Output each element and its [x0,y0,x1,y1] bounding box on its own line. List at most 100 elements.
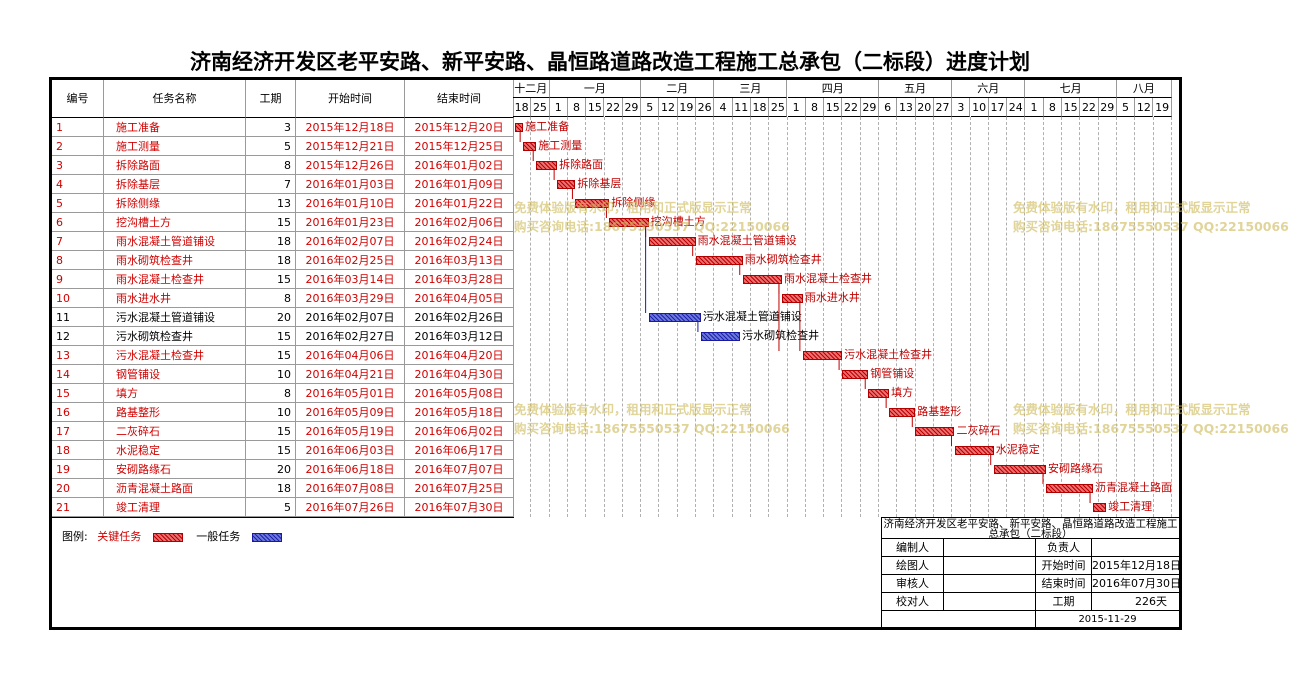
task-name: 拆除基层 [104,175,246,194]
task-name: 填方 [104,384,246,403]
week-day-header: 25 [769,98,788,117]
task-end: 2016年03月28日 [405,270,514,289]
task-start: 2016年04月21日 [296,365,405,384]
task-start: 2016年03月29日 [296,289,405,308]
task-bar [742,275,782,284]
task-duration: 8 [246,289,296,308]
task-start: 2016年05月01日 [296,384,405,403]
task-id: 6 [52,213,104,232]
task-duration: 13 [246,194,296,213]
task-end: 2016年07月07日 [405,460,514,479]
task-end: 2016年05月18日 [405,403,514,422]
grid-line [804,117,806,517]
task-name: 雨水混凝土检查井 [104,270,246,289]
week-day-header: 15 [824,98,843,117]
watermark-text: 购买咨询电话:18675550537 QQ:22150066 [514,421,790,436]
task-id: 21 [52,498,104,517]
task-start: 2016年01月23日 [296,213,405,232]
task-id: 13 [52,346,104,365]
task-name: 路基整形 [104,403,246,422]
info-start-label: 开始时间 [1036,557,1092,575]
task-duration: 20 [246,308,296,327]
task-name: 钢管铺设 [104,365,246,384]
task-bar-label: 挖沟槽土方 [650,215,706,228]
week-day-header: 27 [933,98,953,117]
task-bar-label: 拆除路面 [559,158,604,171]
task-end: 2016年04月05日 [405,289,514,308]
task-duration: 15 [246,346,296,365]
legend-normal-swatch [251,532,282,542]
task-end: 2016年02月06日 [405,213,514,232]
watermark-text: 免费体验版有水印，租用和正式版显示正常 [1013,402,1251,417]
info-responsible-value [1092,539,1180,557]
grid-line [932,117,934,517]
info-blank-cell [882,611,1036,628]
task-start: 2016年05月09日 [296,403,405,422]
grid-line [859,117,861,517]
week-day-header: 29 [1098,98,1117,117]
gantt-chart: 十二月 一月 二月 三月 四月 五月 六月 七月 八月 18 25 1 8 15 22 29 5 12 19 26 4 1… [513,80,1179,517]
task-end: 2015年12月25日 [405,137,514,156]
task-name: 竣工清理 [104,498,246,517]
info-editor-value [944,539,1036,557]
watermark-text: 购买咨询电话:18675550537 QQ:22150066 [1013,219,1289,234]
task-start: 2016年04月06日 [296,346,405,365]
task-bar-label: 雨水混凝土检查井 [783,272,872,285]
month-header: 八月 [1116,80,1172,98]
task-id: 9 [52,270,104,289]
info-end-value: 2016年07月30日 [1092,575,1180,593]
grid-line [1134,117,1136,517]
task-duration: 5 [246,498,296,517]
task-end: 2016年03月13日 [405,251,514,270]
week-day-header: 17 [988,98,1008,117]
grid-line [914,117,916,517]
task-id: 16 [52,403,104,422]
task-id: 5 [52,194,104,213]
task-duration: 15 [246,441,296,460]
week-day-header: 6 [879,98,898,117]
week-day-header: 5 [1116,98,1136,117]
task-bar [1093,503,1107,512]
info-block: 济南经济开发区老平安路、新平安路、晶恒路道路改造工程施工总承包（二标段） 编制人… [881,517,1180,628]
task-bar [609,218,649,227]
task-start: 2015年12月26日 [296,156,405,175]
task-name: 二灰碎石 [104,422,246,441]
task-start: 2016年06月18日 [296,460,405,479]
task-start: 2016年03月14日 [296,270,405,289]
task-start: 2016年07月08日 [296,479,405,498]
task-bar [993,465,1046,474]
watermark-text: 免费体验版有水印，租用和正式版显示正常 [514,402,752,417]
week-day-header: 1 [1025,98,1044,117]
task-bar [536,161,558,170]
dependency-lines [519,132,1091,503]
task-end: 2016年03月12日 [405,327,514,346]
grid-line [969,117,971,517]
task-bar-label: 拆除侧缘 [611,196,656,209]
task-end: 2016年02月24日 [405,232,514,251]
watermark-text: 购买咨询电话:18675550537 QQ:22150066 [1013,421,1289,436]
header-task-start: 开始时间 [296,80,405,118]
task-bar [523,142,537,151]
grid-line [713,117,715,517]
legend-label: 图例: [62,530,88,543]
task-bar-label: 雨水进水井 [804,291,860,304]
task-bar-label: 污水混凝土管道铺设 [702,310,802,323]
task-end: 2016年04月30日 [405,365,514,384]
task-id: 1 [52,118,104,137]
info-checker-value [944,593,1036,611]
task-bar-label: 施工准备 [525,120,570,133]
task-bar-label: 拆除基层 [577,177,622,190]
info-date: 2015-11-29 [1036,611,1180,628]
grid-line [1152,117,1154,517]
month-header: 一月 [549,80,642,98]
task-end: 2016年01月09日 [405,175,514,194]
watermark-text: 免费体验版有水印，租用和正式版显示正常 [514,200,752,215]
grid-line [749,117,751,517]
week-day-header: 20 [915,98,934,117]
grid-line [878,117,879,517]
task-id: 17 [52,422,104,441]
task-end: 2016年04月20日 [405,346,514,365]
task-name: 雨水砌筑检查井 [104,251,246,270]
info-end-label: 结束时间 [1036,575,1092,593]
week-day-header: 12 [659,98,678,117]
